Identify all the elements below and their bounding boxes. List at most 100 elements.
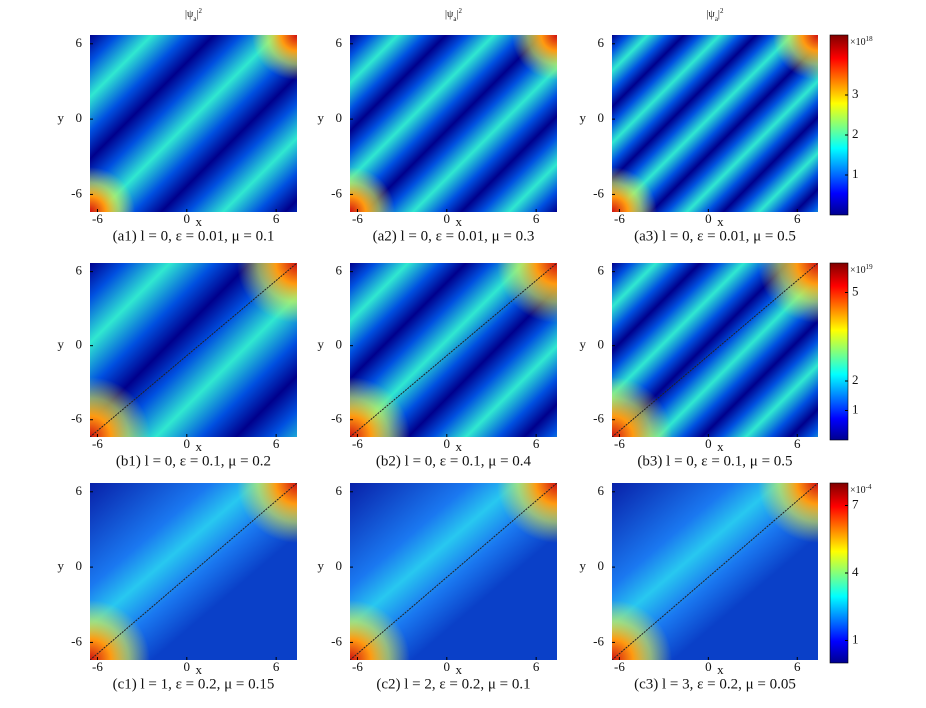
y-axis-label: y [580, 337, 587, 352]
panel-title: |ψa|2 [185, 7, 202, 23]
heatmap [90, 35, 297, 212]
heatmap-field [350, 35, 557, 212]
x-tick-label: 0 [444, 211, 451, 226]
hot-spot [237, 263, 297, 323]
colorbar [829, 34, 849, 216]
panel: -6 0 6 -6 0 6 x y (b2) l = 0, ε = 0.1, μ = 0.4 [318, 263, 557, 469]
caption: (c2) l = 2, ε = 0.2, μ = 0.1 [376, 676, 530, 692]
x-tick-label: 0 [705, 436, 712, 451]
colorbar-tick-label: 1 [852, 401, 859, 416]
multiplier-exponent: 18 [866, 35, 874, 43]
x-axis-label: x [196, 662, 203, 677]
x-tick-label: 6 [533, 659, 540, 674]
heatmap [612, 483, 818, 660]
y-axis-label: y [58, 337, 65, 352]
title-part: | [718, 9, 720, 20]
y-tick-label: 0 [598, 110, 605, 125]
x-axis-label: x [456, 214, 463, 229]
x-axis-label: x [456, 662, 463, 677]
panel: -6 0 6 -6 0 6 x y (a3) l = 0, ε = 0.01, μ = 0.5 |… [580, 7, 874, 245]
y-tick-label: -6 [71, 411, 82, 426]
panel: -6 0 6 -6 0 6 x y (c1) l = 1, ε = 0.2, μ = 0.15 [58, 483, 297, 692]
multiplier-base: ×10 [850, 37, 866, 48]
panel: -6 0 6 -6 0 6 x y (b1) l = 0, ε = 0.1, μ = 0.2 [58, 263, 297, 469]
colorbar-multiplier: ×1018 [850, 35, 873, 49]
hot-spot [758, 263, 818, 323]
y-tick-label: -6 [593, 633, 604, 648]
title-part: a [193, 15, 197, 23]
y-tick-label: 0 [76, 110, 83, 125]
y-tick-label: 0 [598, 337, 605, 352]
y-tick-label: 6 [598, 263, 605, 278]
x-tick-label: -6 [92, 659, 103, 674]
x-axis-label: x [717, 214, 724, 229]
panel: -6 0 6 -6 0 6 x y (c3) l = 3, ε = 0.2, μ = 0.05 1… [580, 483, 872, 693]
x-tick-label: 0 [705, 659, 712, 674]
colorbar-tick-label: 4 [852, 564, 859, 579]
title-part: |ψ [185, 9, 194, 20]
y-axis-label: y [318, 110, 325, 125]
y-axis-label: y [318, 337, 325, 352]
x-tick-label: -6 [352, 211, 363, 226]
hot-spot [497, 483, 557, 543]
hot-spot [252, 35, 297, 80]
x-tick-label: -6 [614, 436, 625, 451]
hot-spot [350, 600, 410, 660]
panel-title: |ψa|2 [445, 7, 462, 23]
x-tick-label: 6 [794, 211, 801, 226]
diagonal-trace [612, 483, 818, 660]
colorbar-tick-label: 7 [852, 496, 859, 511]
diagonal-trace [90, 483, 297, 660]
title-part: 2 [198, 7, 202, 15]
title-part: 2 [458, 7, 462, 15]
x-tick-label: 0 [705, 211, 712, 226]
colorbar-multiplier: ×1019 [850, 263, 873, 277]
hot-spot [773, 35, 818, 80]
y-tick-label: 0 [598, 558, 605, 573]
hot-spot [612, 600, 672, 660]
x-tick-label: 0 [444, 436, 451, 451]
colorbar-tick-label: 2 [852, 372, 859, 387]
panel: -6 0 6 -6 0 6 x y (c2) l = 2, ε = 0.2, μ = 0.1 [318, 483, 557, 692]
x-tick-label: 6 [533, 436, 540, 451]
y-tick-label: -6 [593, 411, 604, 426]
colorbar-tick-label: 2 [852, 126, 859, 141]
y-tick-label: 0 [76, 337, 83, 352]
x-tick-label: -6 [614, 211, 625, 226]
hot-spot [90, 377, 150, 437]
y-tick-label: -6 [331, 185, 342, 200]
heatmap [350, 35, 557, 212]
x-axis-label: x [717, 439, 724, 454]
multiplier-base: ×10 [850, 265, 866, 276]
title-part: 2 [720, 7, 724, 15]
y-tick-label: -6 [593, 185, 604, 200]
title-part: a [715, 15, 719, 23]
panel: -6 0 6 -6 0 6 x y (b3) l = 0, ε = 0.1, μ = 0.5 1 2… [580, 263, 874, 470]
x-tick-label: 0 [184, 436, 191, 451]
heatmap-field [612, 35, 818, 212]
x-tick-label: -6 [352, 659, 363, 674]
y-tick-label: 0 [76, 558, 83, 573]
title-part: |ψ [707, 9, 716, 20]
x-tick-label: 6 [273, 659, 280, 674]
diagonal-trace [90, 263, 297, 437]
y-tick-label: 6 [76, 263, 83, 278]
y-tick-label: 6 [598, 35, 605, 50]
x-tick-label: -6 [92, 436, 103, 451]
colorbar-tick-label: 1 [852, 166, 859, 181]
y-tick-label: 6 [336, 263, 343, 278]
colorbar-tick-label: 1 [852, 631, 859, 646]
y-tick-label: 6 [76, 35, 83, 50]
multiplier-base: ×10 [850, 485, 866, 496]
heatmap [350, 263, 557, 437]
y-tick-label: -6 [71, 633, 82, 648]
y-axis-label: y [580, 558, 587, 573]
caption: (c3) l = 3, ε = 0.2, μ = 0.05 [634, 676, 796, 692]
panel: -6 0 6 -6 0 6 x y (a1) l = 0, ε = 0.01, μ = 0.1 |… [58, 7, 297, 244]
caption: (b2) l = 0, ε = 0.1, μ = 0.4 [376, 453, 532, 469]
heatmap [612, 263, 818, 437]
colorbar-tick-label: 5 [852, 283, 859, 298]
y-tick-label: 0 [336, 110, 343, 125]
caption: (b3) l = 0, ε = 0.1, μ = 0.5 [637, 453, 792, 469]
caption: (c1) l = 1, ε = 0.2, μ = 0.15 [113, 676, 275, 692]
